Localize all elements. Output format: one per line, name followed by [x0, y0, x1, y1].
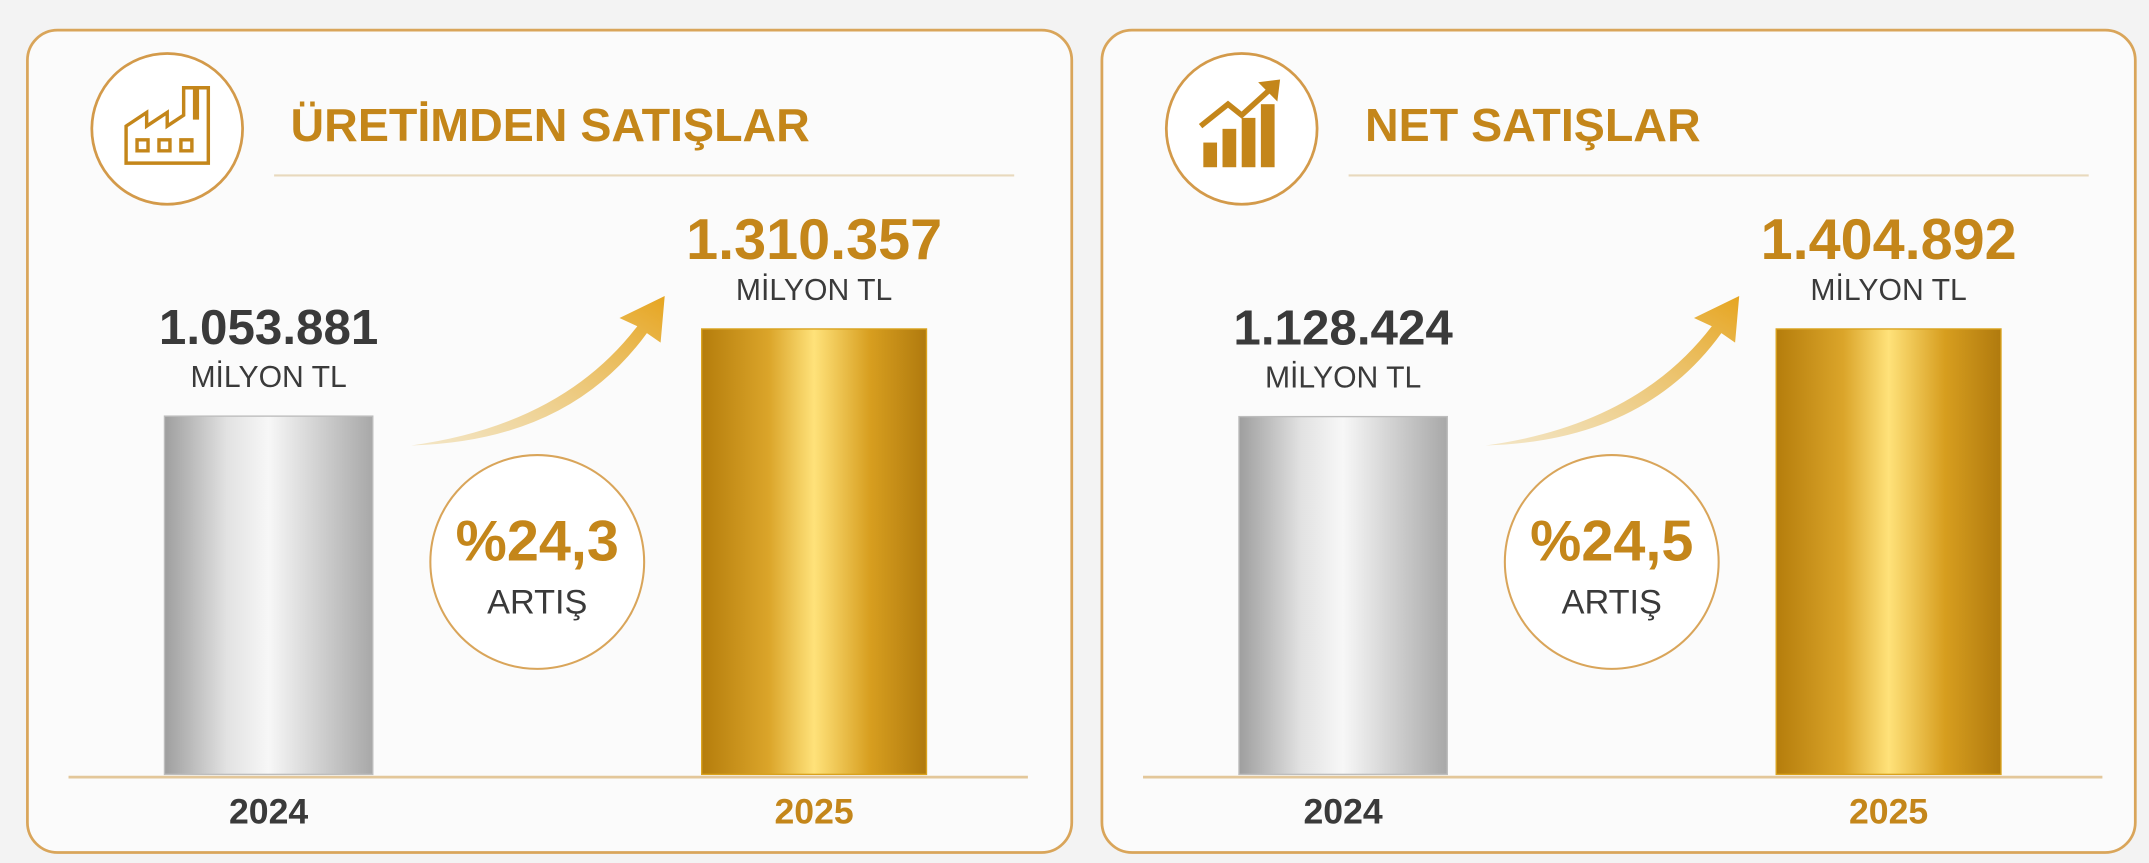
bar: [1775, 328, 2002, 776]
year-label: 2025: [1849, 792, 1928, 832]
growth-icon-arrow: [1198, 85, 1274, 129]
panel-title: ÜRETİMDEN SATIŞLAR: [291, 99, 810, 151]
value-label: 1.128.424: [1233, 301, 1453, 356]
panel-title: NET SATIŞLAR: [1365, 99, 1701, 151]
growth-icon-head: [1258, 79, 1281, 102]
annotation: %24,3: [456, 510, 619, 574]
icon-circle: [90, 52, 244, 206]
panel: ÜRETİMDEN SATIŞLAR 1.053.881 MİLYON TL 2024…: [26, 28, 1074, 854]
unit-label: MİLYON TL: [1265, 362, 1421, 395]
panel: NET SATIŞLAR 1.128.424 MİLYON TL 2024 1.404.…: [1100, 28, 2137, 854]
growth-icon-bar: [1203, 142, 1218, 168]
growth-icon-bar: [1260, 104, 1275, 168]
growth-arrow: [411, 296, 665, 446]
growth-icon-bar: [1241, 117, 1256, 168]
bar: [1238, 415, 1448, 776]
growth-icon-bar: [1222, 128, 1237, 168]
year-label: 2024: [229, 792, 308, 832]
value-label: 1.404.892: [1761, 208, 2017, 272]
bar: [701, 328, 928, 776]
year-label: 2025: [774, 792, 853, 832]
value-label: 1.053.881: [159, 300, 378, 355]
value-label: 1.310.357: [686, 208, 942, 272]
annotation-circle: [1503, 454, 1720, 670]
factory-icon: [124, 86, 211, 165]
annotation: %24,5: [1530, 510, 1693, 574]
unit-label: MİLYON TL: [190, 361, 346, 394]
unit-label: MİLYON TL: [736, 274, 892, 307]
annotation-label: ARTIŞ: [1562, 583, 1662, 621]
year-label: 2024: [1303, 792, 1382, 832]
unit-label: MİLYON TL: [1810, 274, 1966, 307]
annotation-circle: [429, 454, 646, 670]
bar: [163, 415, 374, 776]
growth-arrow: [1485, 296, 1740, 446]
annotation-label: ARTIŞ: [487, 583, 587, 621]
